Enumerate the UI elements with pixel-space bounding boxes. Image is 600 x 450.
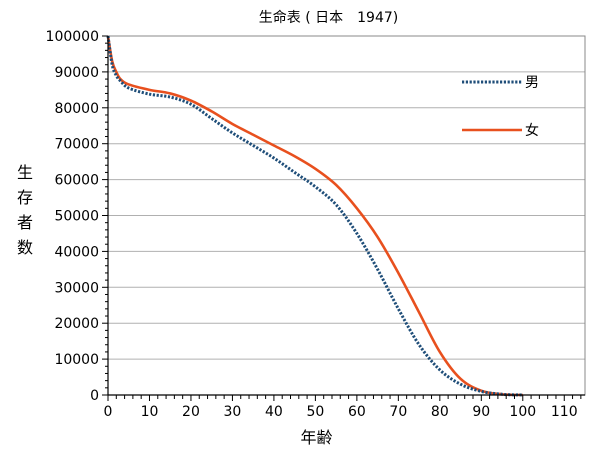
y-axis-label-char: 生 <box>17 163 33 182</box>
x-tick-label: 100 <box>509 404 536 420</box>
y-tick-label: 30000 <box>54 280 99 296</box>
x-tick-label: 90 <box>472 404 490 420</box>
y-axis-label-char: 者 <box>17 213 33 232</box>
x-tick-label: 10 <box>141 404 159 420</box>
x-tick-label: 110 <box>551 404 578 420</box>
series-line-male <box>106 35 523 397</box>
y-axis-label-char: 数 <box>17 238 33 257</box>
y-tick-label: 0 <box>90 388 99 404</box>
x-tick-label: 80 <box>431 404 449 420</box>
legend-label-male: 男 <box>525 75 539 91</box>
legend-label-female: 女 <box>525 122 539 139</box>
y-tick-label: 60000 <box>54 173 99 189</box>
y-tick-label: 50000 <box>54 209 99 225</box>
x-tick-label: 60 <box>348 404 366 420</box>
series-line-female <box>106 35 523 397</box>
x-axis-label: 年齢 <box>300 428 332 447</box>
y-tick-label: 20000 <box>54 316 99 332</box>
legend: 男女 <box>462 75 539 139</box>
x-tick-label: 70 <box>389 404 407 420</box>
x-tick-label: 50 <box>306 404 324 420</box>
axes <box>102 35 585 401</box>
y-tick-label: 100000 <box>46 29 99 45</box>
y-tick-label: 40000 <box>54 244 99 260</box>
x-tick-label: 40 <box>265 404 283 420</box>
y-tick-label: 10000 <box>54 352 99 368</box>
x-tick-label: 0 <box>104 404 113 420</box>
y-tick-label: 80000 <box>54 101 99 117</box>
y-tick-label: 70000 <box>54 137 99 153</box>
chart-title: 生命表 ( 日本 1947) <box>259 9 398 26</box>
series-lines <box>106 35 523 397</box>
x-tick-label: 20 <box>182 404 200 420</box>
x-tick-label: 30 <box>224 404 242 420</box>
y-tick-label: 90000 <box>54 65 99 81</box>
tick-labels: 0 10 20 30 40 50 60 70 80 90 100 110 0 10000 20000 3000… <box>46 29 578 420</box>
y-axis-label-char: 存 <box>17 188 33 207</box>
